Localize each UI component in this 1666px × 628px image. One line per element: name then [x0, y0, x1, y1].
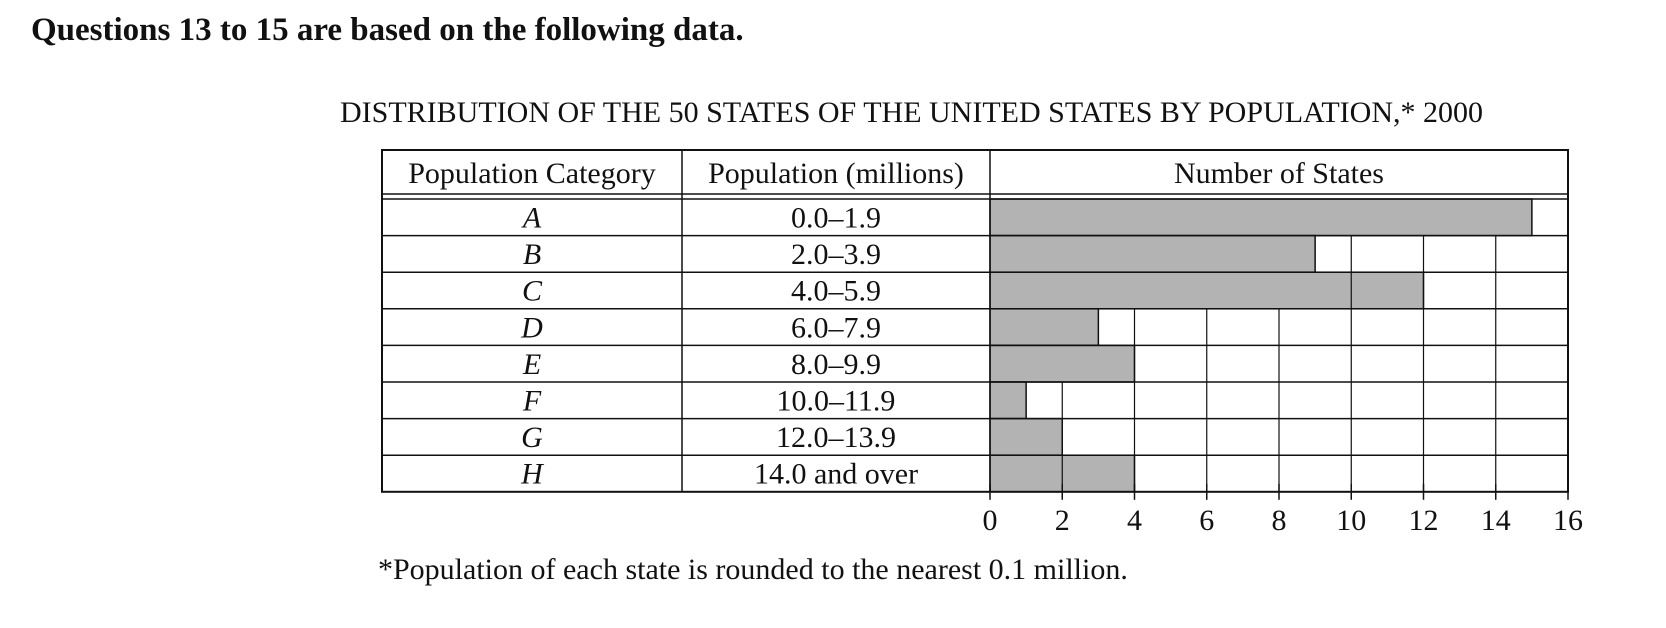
column-header-category: Population Category [408, 157, 655, 190]
chart-title: DISTRIBUTION OF THE 50 STATES OF THE UNI… [340, 96, 1484, 129]
population-range: 8.0–9.9 [791, 348, 881, 381]
bar-g [989, 417, 1063, 456]
tick-label: 0 [983, 504, 998, 537]
category-label: A [521, 202, 542, 235]
bar-f [989, 381, 1027, 420]
population-range: 0.0–1.9 [791, 202, 881, 235]
bar-a [989, 198, 1533, 237]
category-label: C [522, 275, 543, 308]
category-label: E [522, 348, 541, 381]
category-label: D [520, 311, 543, 344]
bar-e [989, 344, 1136, 383]
population-range: 10.0–11.9 [777, 385, 896, 418]
population-range: 2.0–3.9 [791, 238, 881, 271]
tick-label: 4 [1127, 504, 1142, 537]
population-range: 6.0–7.9 [791, 311, 881, 344]
category-label: G [521, 421, 543, 454]
page-heading: Questions 13 to 15 are based on the foll… [31, 12, 744, 48]
column-header-states: Number of States [1174, 157, 1384, 190]
tick-label: 10 [1336, 504, 1366, 537]
population-range: 14.0 and over [754, 458, 918, 491]
tick-label: 14 [1481, 504, 1511, 537]
column-header-population: Population (millions) [708, 157, 964, 190]
tick-label: 2 [1055, 504, 1070, 537]
tick-label: 12 [1409, 504, 1439, 537]
table-border [381, 149, 1569, 493]
bar-b [989, 234, 1316, 273]
category-label: B [523, 238, 541, 271]
tick-label: 8 [1272, 504, 1287, 537]
category-label: H [520, 458, 545, 491]
population-range: 4.0–5.9 [791, 275, 881, 308]
tick-label: 16 [1553, 504, 1583, 537]
tick-label: 6 [1199, 504, 1214, 537]
chart-footnote: *Population of each state is rounded to … [378, 553, 1128, 586]
category-label: F [522, 385, 542, 418]
bar-c [989, 271, 1425, 310]
bar-d [989, 308, 1100, 347]
population-range: 12.0–13.9 [776, 421, 896, 454]
